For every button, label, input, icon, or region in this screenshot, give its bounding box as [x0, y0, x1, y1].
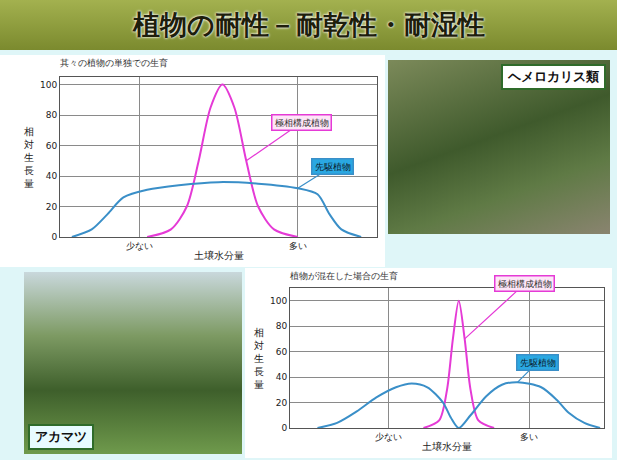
svg-text:少ない: 少ない — [126, 241, 153, 251]
svg-text:80: 80 — [46, 110, 58, 120]
svg-text:土壌水分量: 土壌水分量 — [422, 441, 472, 452]
html-text:ヘメロカリス類: ヘメロカリス類 — [508, 69, 599, 84]
svg-text:極相構成植物: 極相構成植物 — [275, 118, 329, 128]
svg-text:80: 80 — [276, 321, 288, 331]
svg-text:極相構成植物: 極相構成植物 — [498, 279, 552, 289]
svg-text:0: 0 — [51, 232, 57, 242]
svg-text:植物が混在した場合の生育: 植物が混在した場合の生育 — [290, 271, 398, 281]
svg-text:60: 60 — [46, 141, 58, 151]
html-text:アカマツ: アカマツ — [35, 429, 87, 444]
html-text:植物の耐性－耐乾性・耐湿性: 植物の耐性－耐乾性・耐湿性 — [132, 9, 485, 40]
svg-text:20: 20 — [276, 398, 288, 408]
svg-text:100: 100 — [40, 80, 57, 90]
svg-text:0: 0 — [281, 423, 287, 433]
svg-text:相対生長量: 相対生長量 — [254, 327, 264, 390]
svg-text:少ない: 少ない — [375, 432, 402, 442]
svg-text:相対生長量: 相対生長量 — [24, 126, 34, 189]
svg-text:多い: 多い — [289, 241, 307, 251]
svg-text:其々の植物の単独での生育: 其々の植物の単独での生育 — [60, 58, 168, 68]
svg-text:多い: 多い — [520, 432, 538, 442]
svg-text:60: 60 — [276, 347, 288, 357]
svg-text:先駆植物: 先駆植物 — [520, 358, 556, 368]
svg-text:先駆植物: 先駆植物 — [315, 162, 351, 172]
svg-text:40: 40 — [46, 171, 58, 181]
svg-text:20: 20 — [46, 202, 58, 212]
svg-text:100: 100 — [270, 296, 287, 306]
svg-text:土壌水分量: 土壌水分量 — [194, 250, 244, 261]
svg-text:40: 40 — [276, 372, 288, 382]
